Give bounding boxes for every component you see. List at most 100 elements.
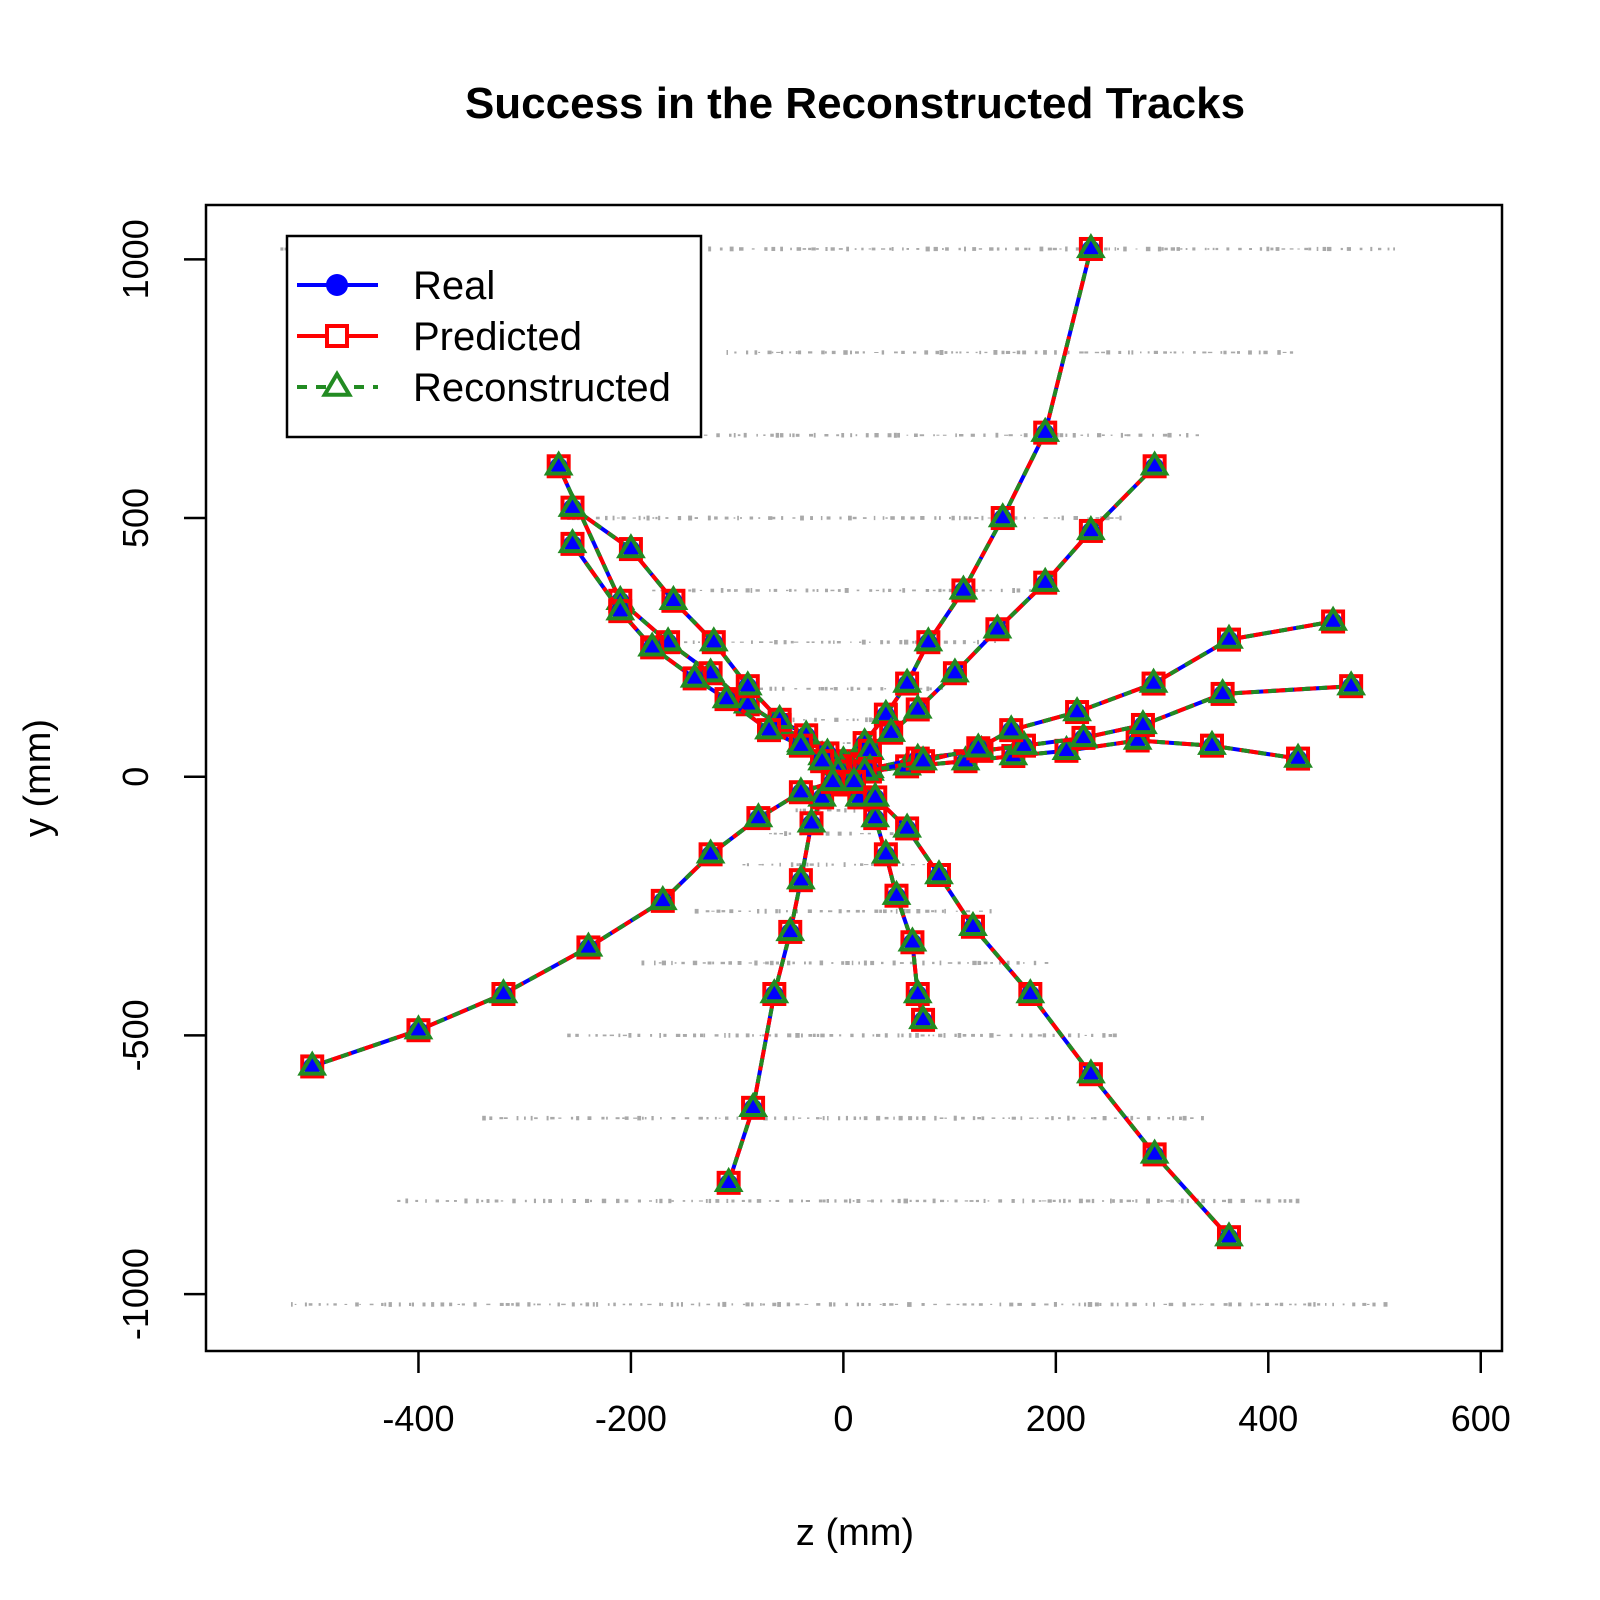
hit-mark [757,909,760,914]
hit-mark [821,719,825,721]
hit-mark [688,589,692,592]
reconstructed-point [860,781,891,807]
hit-mark [624,1116,629,1120]
hit-mark [796,863,799,866]
hit-mark [1288,1199,1293,1203]
hit-mark [809,863,814,866]
hit-mark [782,686,785,691]
hit-mark [1006,960,1010,966]
hit-mark [706,1303,711,1306]
hit-mark [1213,1198,1216,1204]
hit-mark [1303,1303,1307,1306]
hit-mark [897,1033,900,1038]
hit-mark [524,1116,526,1120]
hit-mark [708,1198,712,1204]
hit-mark [771,246,776,251]
hit-mark [652,517,655,519]
hit-mark [895,908,898,914]
hit-mark [1316,246,1319,251]
hit-mark [1033,960,1037,966]
hit-mark [836,641,841,644]
hit-mark [1254,1199,1258,1203]
hit-mark [891,1199,895,1203]
hit-mark [903,1198,908,1204]
hit-mark [454,1200,457,1202]
hit-mark [739,247,744,251]
hit-mark [922,1116,926,1121]
hit-mark [1072,1303,1075,1306]
hit-mark [858,961,860,965]
hit-mark [779,862,781,867]
hit-mark [978,1303,983,1306]
hit-mark [1102,1200,1105,1202]
hit-mark [1366,1303,1370,1305]
hit-mark [912,832,917,835]
reconstructed-point [1075,515,1106,541]
reconstructed-point [996,714,1027,740]
hit-mark [934,909,937,913]
hit-mark [825,831,830,836]
hit-mark [1182,1115,1187,1121]
hit-mark [1186,1198,1189,1204]
hit-row [567,515,1122,521]
hit-mark [1009,1302,1014,1307]
reconstructed-point [1009,729,1039,755]
legend-label: Reconstructed [413,366,671,410]
hit-mark [714,1116,717,1120]
hit-mark [808,961,812,965]
hit-mark [694,517,698,519]
hit-mark [851,960,854,966]
hit-mark [457,1303,460,1305]
hit-mark [712,961,715,965]
hit-mark [1000,588,1003,593]
hit-mark [1283,1199,1287,1203]
hit-mark [822,1199,826,1203]
hit-mark [975,351,978,354]
hit-mark [646,515,650,521]
hit-mark [919,434,925,437]
hit-mark [764,908,767,914]
hit-mark [1176,247,1180,251]
hit-mark [1044,1303,1049,1306]
hit-mark [1222,1199,1226,1203]
hit-mark [616,1198,620,1204]
hit-mark [1289,1303,1292,1306]
hit-mark [724,1033,726,1038]
hit-mark [621,516,626,520]
reconstructed-point [860,802,891,828]
hit-mark [958,247,961,251]
hit-mark [1065,433,1068,437]
hit-mark [1166,1200,1171,1202]
hit-mark [805,588,809,593]
hit-mark [637,1199,641,1203]
hit-mark [894,351,898,354]
hit-mark [1146,1198,1150,1204]
reconstructed-point [543,450,574,476]
hit-mark [1079,351,1084,354]
hit-mark [1294,1303,1297,1306]
legend: Real Predicted Reconstructed [285,234,703,439]
hit-mark [1009,1033,1013,1037]
hit-mark [751,1302,754,1307]
hit-row [482,1115,1204,1121]
hit-mark [961,1116,965,1120]
reconstructed-point [1030,566,1061,592]
hit-mark [731,1303,734,1306]
hit-mark [546,1115,549,1121]
hit-mark [765,961,769,965]
hit-mark [861,1033,865,1038]
hit-mark [1031,1302,1036,1306]
hit-mark [971,1303,975,1306]
hit-mark [1085,1199,1091,1203]
hit-mark [1179,1116,1182,1120]
hit-mark [929,687,932,691]
hit-mark [628,1033,632,1038]
reconstructed-point [1214,1221,1244,1247]
hit-mark [787,960,791,966]
hit-mark [1317,1303,1321,1306]
hit-mark [831,962,834,964]
hit-mark [1020,434,1023,436]
hit-mark [803,719,806,721]
hit-mark [876,1033,881,1037]
hit-mark [1295,1198,1300,1204]
